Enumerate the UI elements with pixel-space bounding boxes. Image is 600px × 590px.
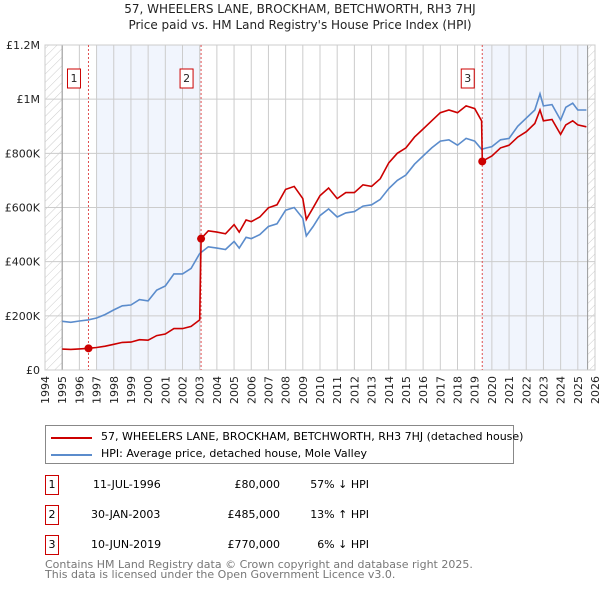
legend-label-hpi: HPI: Average price, detached house, Mole… — [101, 447, 367, 460]
x-tick-label: 2011 — [331, 376, 344, 404]
x-tick-label: 2018 — [452, 376, 465, 404]
sale-date: 11-JUL-1996 — [93, 478, 161, 491]
x-tick-label: 1995 — [56, 376, 69, 404]
x-tick-label: 2023 — [537, 376, 550, 404]
chart-subtitle: Price paid vs. HM Land Registry's House … — [128, 18, 472, 32]
sale-row: 3 10-JUN-2019 £770,000 6% ↓ HPI — [45, 535, 545, 555]
sale-date: 30-JAN-2003 — [91, 508, 161, 521]
x-tick-label: 2020 — [486, 376, 499, 404]
x-tick-label: 1994 — [39, 376, 52, 404]
y-tick-label: £400K — [5, 256, 41, 269]
y-tick-label: £200K — [5, 310, 41, 323]
x-tick-label: 1999 — [125, 376, 138, 404]
x-tick-label: 2006 — [245, 376, 258, 404]
sale-hpi-diff: 57% ↓ HPI — [310, 478, 369, 491]
sale-hpi-diff: 13% ↑ HPI — [310, 508, 369, 521]
x-tick-label: 2002 — [177, 376, 190, 404]
x-tick-label: 2021 — [503, 376, 516, 404]
x-tick-label: 2008 — [280, 376, 293, 404]
y-tick-label: £600K — [5, 202, 41, 215]
x-tick-label: 2010 — [314, 376, 327, 404]
x-tick-label: 2003 — [194, 376, 207, 404]
chart-title: 57, WHEELERS LANE, BROCKHAM, BETCHWORTH,… — [124, 2, 476, 16]
x-tick-label: 1996 — [73, 376, 86, 404]
x-tick-label: 1997 — [91, 376, 104, 404]
x-tick-label: 2019 — [469, 376, 482, 404]
x-tick-label: 2016 — [417, 376, 430, 404]
sale-label-box — [179, 68, 194, 89]
y-tick-label: £1.2M — [6, 39, 40, 52]
x-tick-label: 2022 — [520, 376, 533, 404]
x-tick-label: 2017 — [434, 376, 447, 404]
x-tick-label: 2005 — [228, 376, 241, 404]
x-tick-label: 2013 — [366, 376, 379, 404]
sale-row: 2 30-JAN-2003 £485,000 13% ↑ HPI — [45, 505, 545, 525]
x-tick-label: 2014 — [383, 376, 396, 404]
footer-copyright: Contains HM Land Registry data © Crown c… — [45, 558, 473, 571]
property-price-line — [62, 105, 587, 351]
legend-label-property: 57, WHEELERS LANE, BROCKHAM, BETCHWORTH,… — [101, 430, 524, 443]
sale-number: 3 — [45, 535, 59, 555]
sale-point — [84, 344, 93, 353]
x-tick-label: 2009 — [297, 376, 310, 404]
sale-point — [478, 157, 487, 166]
plot-border — [44, 44, 596, 371]
x-tick-label: 2001 — [159, 376, 172, 404]
sale-hpi-diff: 6% ↓ HPI — [317, 538, 369, 551]
sale-label-box — [66, 68, 81, 89]
x-tick-label: 1998 — [108, 376, 121, 404]
legend-swatch-property — [51, 437, 92, 439]
x-tick-label: 2024 — [555, 376, 568, 404]
y-tick-label: £0 — [26, 364, 40, 377]
sale-label-box — [460, 68, 475, 89]
x-tick-label: 2012 — [348, 376, 361, 404]
x-tick-label: 2004 — [211, 376, 224, 404]
y-tick-label: £800K — [5, 147, 41, 160]
sale-row: 1 11-JUL-1996 £80,000 57% ↓ HPI — [45, 475, 545, 495]
sale-price: £485,000 — [227, 508, 281, 521]
sale-price: £80,000 — [234, 478, 281, 491]
sale-label: 1 — [70, 72, 77, 85]
footer-licence: This data is licensed under the Open Gov… — [45, 568, 396, 581]
sale-point — [197, 234, 206, 243]
sale-date: 10-JUN-2019 — [91, 538, 162, 551]
x-tick-label: 2026 — [589, 376, 600, 404]
legend-swatch-hpi — [51, 454, 92, 456]
sale-label: 2 — [183, 72, 190, 85]
price-chart: 1994 1995 1996 1997 1998 1999 2000 2001 2002 2003… — [5, 39, 600, 404]
sale-number: 2 — [45, 505, 59, 525]
x-tick-label: 2007 — [262, 376, 275, 404]
sale-number: 1 — [45, 475, 59, 495]
sale-price: £770,000 — [227, 538, 281, 551]
footer: Contains HM Land Registry data © Crown c… — [45, 558, 473, 581]
sale-label: 3 — [464, 72, 471, 85]
hpi-line — [62, 91, 587, 324]
x-tick-label: 2025 — [572, 376, 585, 404]
legend: 57, WHEELERS LANE, BROCKHAM, BETCHWORTH,… — [45, 425, 523, 464]
x-tick-label: 2015 — [400, 376, 413, 404]
x-tick-label: 2000 — [142, 376, 155, 404]
y-tick-label: £1M — [17, 93, 41, 106]
